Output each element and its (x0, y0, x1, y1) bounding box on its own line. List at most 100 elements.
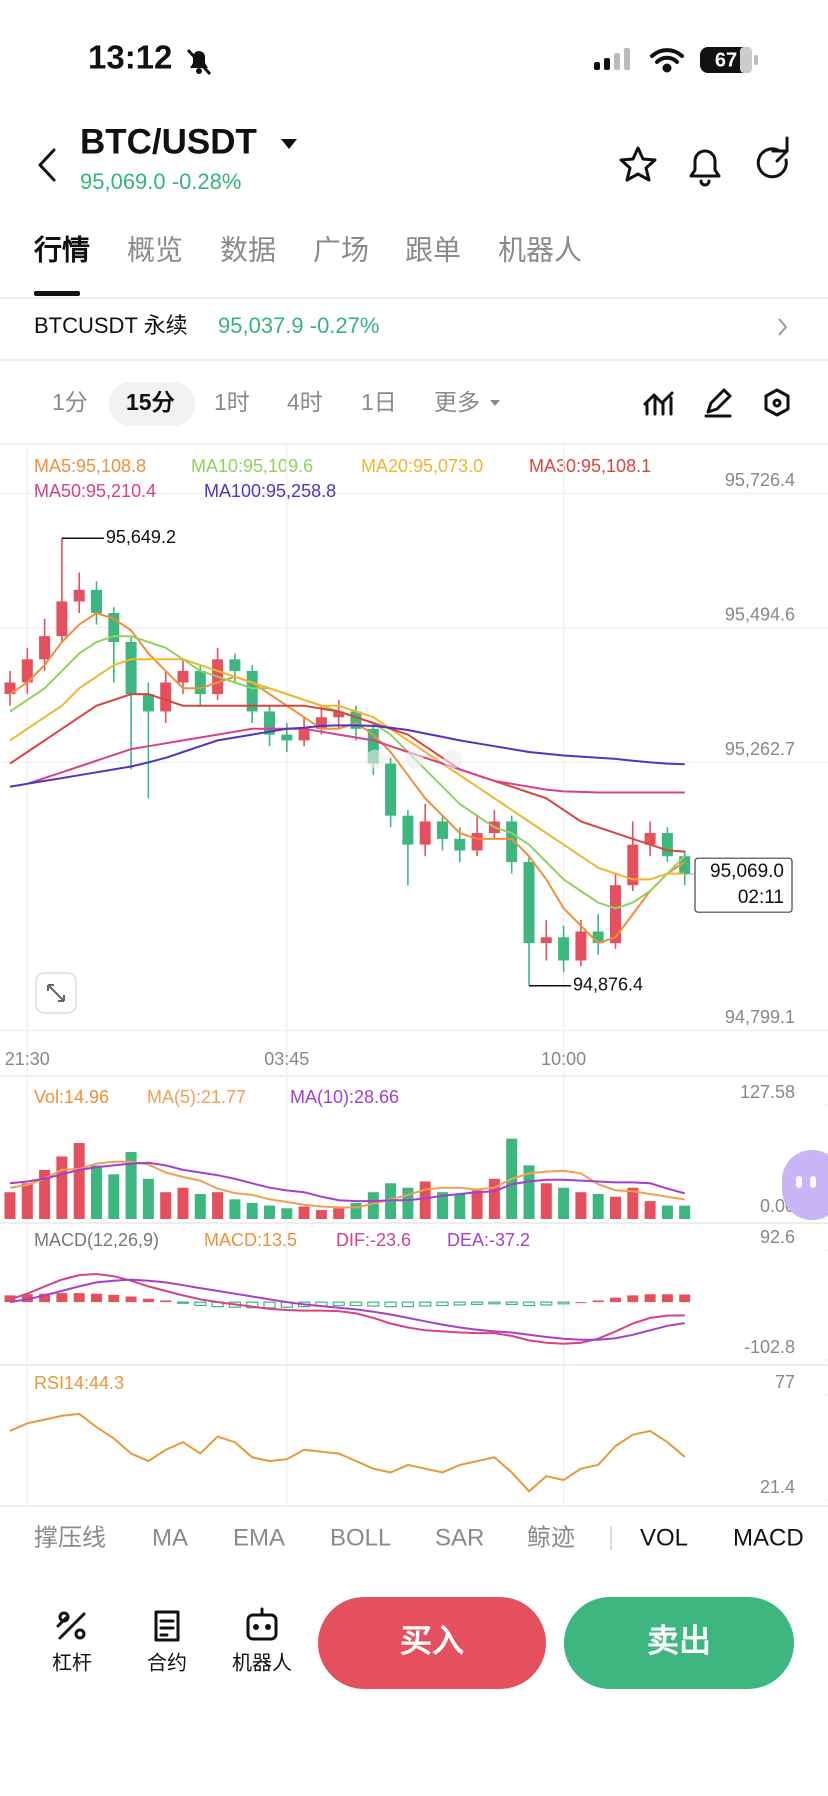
volume-bar (125, 1151, 137, 1219)
indicator[interactable]: 撑压线 (34, 1524, 106, 1551)
volume-bar (627, 1187, 639, 1219)
y-tick-label: 94,799.1 (725, 1007, 795, 1027)
signal-icon (594, 48, 630, 70)
interval[interactable]: 更多 (434, 389, 480, 415)
indicator[interactable]: SAR (435, 1524, 484, 1551)
back-button[interactable] (38, 148, 56, 182)
sell-button[interactable] (564, 1597, 794, 1689)
battery-empty (740, 47, 752, 73)
interval[interactable]: 1时 (214, 389, 250, 415)
tool-bar: 杠杆 合约 机器人 (52, 1651, 292, 1674)
macd-bar (39, 1293, 51, 1303)
tab[interactable]: 广场 (313, 234, 369, 265)
indicator[interactable]: EMA (233, 1524, 285, 1551)
macd-bar (401, 1301, 414, 1308)
indicator-button[interactable] (643, 391, 674, 416)
buy-label[interactable]: 买入 (400, 1622, 464, 1658)
candle-body (540, 937, 552, 944)
tab[interactable]: 行情 (33, 233, 90, 265)
volume-bar (212, 1192, 224, 1219)
legend-entry: MA(5):21.77 (147, 1087, 246, 1107)
contract-chevron[interactable] (778, 318, 788, 336)
legend-entry: MA10:95,109.6 (191, 456, 313, 476)
countdown: 02:11 (738, 887, 784, 908)
macd-bar (56, 1293, 68, 1303)
macd-bar (522, 1301, 536, 1307)
legend-entry: MA5:95,108.8 (34, 456, 146, 476)
interval[interactable]: 1日 (361, 389, 397, 415)
candle-body (333, 711, 345, 718)
status-time: 13:12 (88, 39, 172, 76)
robot-icon[interactable] (246, 1607, 278, 1641)
indicator-line (9, 1412, 686, 1493)
candle-body (523, 862, 535, 944)
indicator-line (9, 658, 685, 881)
macd-bar (610, 1297, 621, 1303)
candle-body (108, 613, 120, 642)
candle-body (367, 728, 379, 764)
tool-label[interactable]: 机器人 (232, 1651, 292, 1674)
y-tick-label: 95,262.7 (725, 739, 795, 759)
tab[interactable]: 跟单 (405, 234, 461, 265)
indicator[interactable]: MA (152, 1524, 188, 1551)
volume-bar (73, 1143, 85, 1219)
alert-button[interactable] (689, 149, 721, 187)
macd-bar (73, 1293, 85, 1303)
volume-bar (315, 1210, 327, 1219)
indicator[interactable]: MACD (733, 1524, 804, 1551)
pair-title[interactable]: BTC/USDT (80, 122, 257, 161)
assistant-bubble[interactable] (782, 1150, 828, 1220)
legend-entry: MA100:95,258.8 (204, 481, 336, 501)
tool-label[interactable]: 杠杆 (52, 1651, 92, 1674)
tab[interactable]: 数据 (220, 234, 276, 265)
candle-body (592, 931, 604, 944)
more-dropdown[interactable] (490, 400, 500, 406)
legend-entry: Vol:14.96 (34, 1087, 109, 1107)
chart-area: 95,726.4 95,494.6 95,262.7 94,799.1 MA5:95,1… (0, 446, 828, 1507)
macd-bar (91, 1293, 102, 1303)
sell-label[interactable]: 卖出 (647, 1622, 711, 1658)
indicator[interactable]: 鲸迹 (527, 1524, 575, 1551)
wifi-icon (650, 48, 684, 73)
interval-bar: 1分 15分 1时 4时 1日 更多 (52, 389, 480, 415)
candle-body (575, 931, 587, 961)
candle-body (471, 833, 483, 851)
indicator[interactable]: BOLL (330, 1524, 391, 1551)
tab[interactable]: 概览 (127, 234, 183, 265)
macd-bar (108, 1294, 120, 1303)
volume-bar (661, 1205, 673, 1219)
tab[interactable]: 机器人 (498, 234, 582, 265)
volume-bar (367, 1192, 379, 1219)
pair-dropdown[interactable] (281, 139, 297, 149)
indicator[interactable]: VOL (640, 1524, 688, 1551)
contract-name[interactable]: BTCUSDT 永续 (34, 313, 188, 338)
volume-bar (39, 1169, 51, 1219)
buy-button[interactable] (318, 1597, 546, 1689)
legend-entry: MA20:95,073.0 (361, 456, 483, 476)
interval[interactable]: 1分 (52, 389, 88, 415)
y-tick-label: 95,494.6 (725, 604, 795, 624)
draw-button[interactable] (704, 388, 732, 418)
volume-bar (194, 1193, 206, 1219)
candle-body (419, 821, 431, 845)
settings-button[interactable] (764, 388, 790, 417)
battery-level: 67 (715, 49, 737, 71)
tool-label[interactable]: 合约 (147, 1651, 187, 1674)
volume-bar (56, 1156, 68, 1219)
candle-body (661, 833, 673, 857)
interval[interactable]: 4时 (287, 389, 323, 415)
fullscreen-button[interactable] (35, 972, 77, 1014)
leverage-icon[interactable] (56, 1611, 86, 1640)
macd-bar (488, 1301, 501, 1305)
legend-entry: DIF:-23.6 (336, 1230, 411, 1250)
y-tick-label: -102.8 (744, 1337, 795, 1357)
tab-bar: 行情 概览 数据 广场 跟单 机器人 (33, 233, 582, 265)
contract-icon[interactable] (154, 1610, 180, 1642)
candle-body (402, 815, 414, 845)
interval[interactable]: 15分 (126, 389, 175, 415)
share-button[interactable] (756, 136, 789, 179)
macd-bar (592, 1300, 604, 1303)
macd-bar (453, 1301, 466, 1306)
favorite-button[interactable] (619, 146, 657, 182)
candle-body (385, 763, 397, 816)
